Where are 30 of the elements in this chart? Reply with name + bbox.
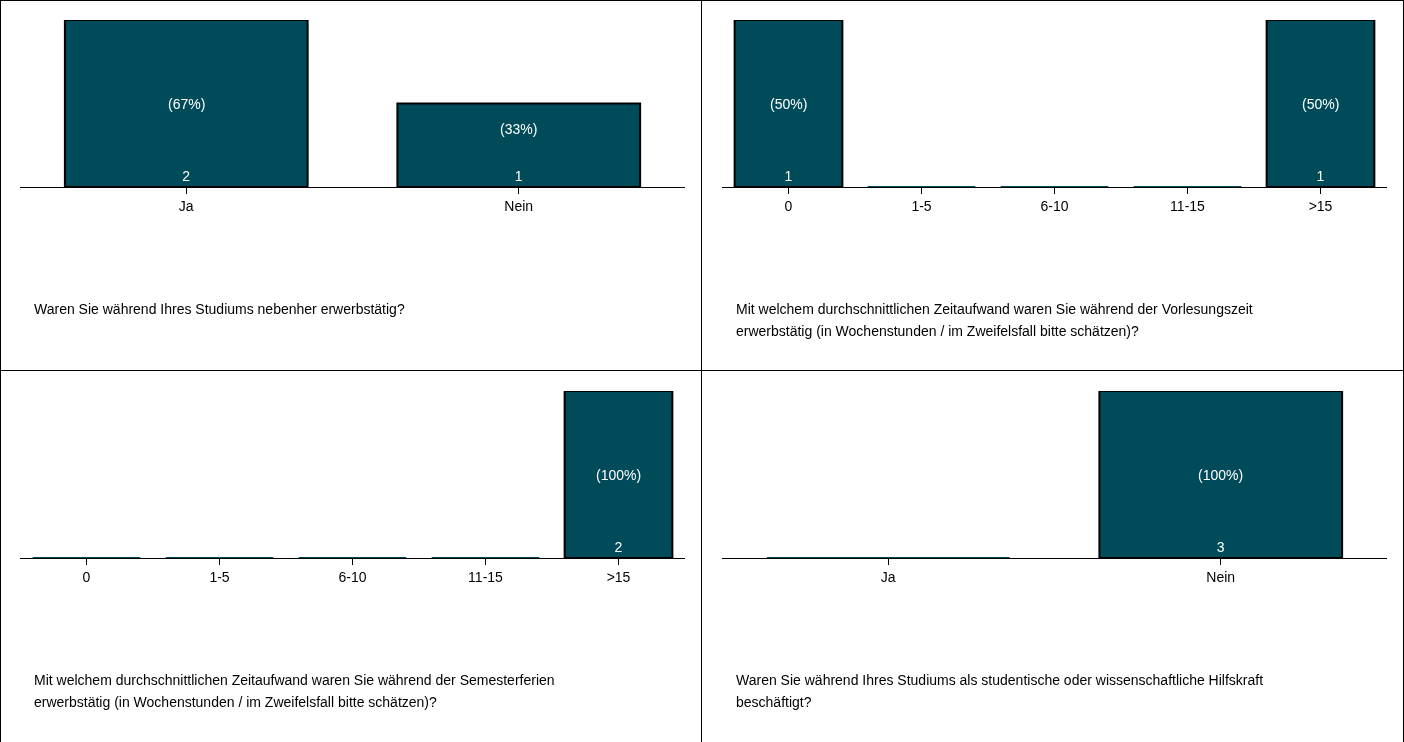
x-tick-label: 1-5 — [911, 197, 932, 214]
data-label: 1 — [514, 168, 523, 184]
data-label: 1 — [784, 168, 793, 184]
x-tick-label: 1-5 — [209, 568, 230, 585]
data-label: 2 — [182, 168, 191, 184]
x-tick-label: Nein — [504, 197, 534, 214]
data-label: 3 — [1216, 539, 1225, 555]
x-tick-label: 0 — [82, 568, 91, 585]
x-tick-label: Ja — [880, 568, 896, 585]
x-tick-label: >15 — [1308, 197, 1333, 214]
data-label: 2 — [614, 539, 623, 555]
x-tick-label: 11-15 — [468, 568, 504, 585]
x-tick-label: 0 — [784, 197, 793, 214]
x-tick-label: 11-15 — [1170, 197, 1206, 214]
x-tick-label: >15 — [606, 568, 631, 585]
text: Waren Sie während Ihres Studiums nebenher erwerbstätig? — [34, 300, 406, 319]
text: Mit welchem durchschnittlichen Zeitaufwand waren Sie während der Semesterferien erwerbstätig (in Wochenstunden / im Zweifelsfall bitte schätzen)? — [34, 671, 556, 712]
annotation: (100%) — [596, 467, 642, 483]
data-label: 1 — [1316, 168, 1325, 184]
text: Mit welchem durchschnittlichen Zeitaufwand waren Sie während der Vorlesungszeit erwerbstätig (in Wochenstunden / im Zweifelsfall bitte schätzen)? — [736, 300, 1254, 341]
x-tick-label: Ja — [178, 197, 194, 214]
text: Waren Sie während Ihres Studiums als studentische oder wissenschaftliche Hilfskraft beschäftigt? — [736, 671, 1265, 712]
x-tick-label: Nein — [1206, 568, 1236, 585]
annotation: (100%) — [1198, 467, 1244, 483]
annotation: (67%) — [168, 96, 206, 112]
annotation: (50%) — [1302, 96, 1340, 112]
x-tick-label: 6-10 — [338, 568, 367, 585]
x-tick-label: 6-10 — [1040, 197, 1069, 214]
annotation: (33%) — [500, 121, 538, 137]
annotation: (50%) — [770, 96, 808, 112]
